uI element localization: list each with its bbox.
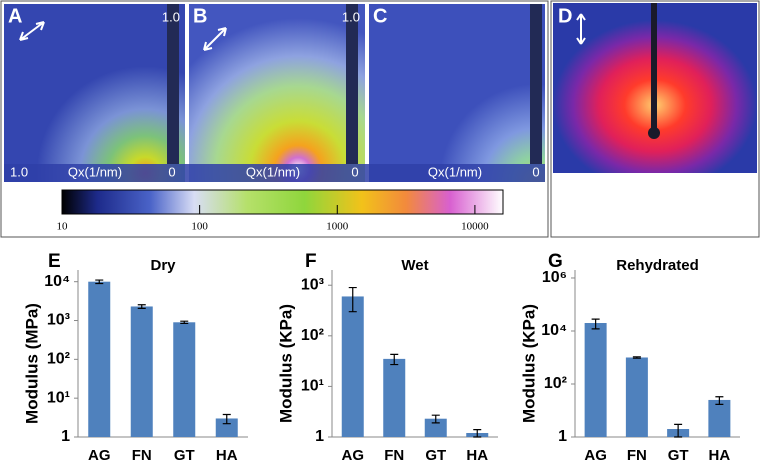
colorbar-label: 10000 [461,221,489,233]
y-tick-label: 1 [61,428,70,445]
panel-label: B [193,5,207,27]
error-bar [591,318,600,330]
y-tick-label: 10² [544,375,567,392]
y-tick-label: 10² [47,351,70,368]
top-label: 1.0 [342,9,360,24]
colorbar-label: 100 [191,221,208,233]
bar [88,281,111,437]
panel-label: A [8,5,22,27]
bar [383,358,406,437]
panel-label: D [558,5,572,27]
error-bar [95,279,104,285]
bar [584,323,607,437]
x-tick-label: GT [174,447,195,464]
error-bar [222,413,231,425]
left-label: 1.0 [10,164,28,179]
error-bar [632,356,641,359]
bar [215,418,238,437]
y-axis-label: Modulus (MPa) [22,303,41,424]
y-tick-label: 10³ [47,312,70,329]
error-bar [674,423,683,438]
x-tick-label: HA [709,447,731,464]
bar [173,322,196,437]
chart-title: Dry [150,257,176,274]
error-bar [715,396,724,405]
top-label: 1.0 [162,9,180,24]
y-tick-label: 10⁴ [541,322,567,339]
colorbar-label: 10 [57,221,69,233]
x-tick-label: AG [342,447,365,464]
error-bar [348,286,357,313]
axis-label: Qx(1/nm) [68,164,122,179]
y-tick-label: 10⁶ [542,269,567,286]
y-tick-label: 10¹ [301,378,324,395]
beamstop [530,4,542,164]
pattern-a [4,4,185,182]
right-label: 0 [168,164,175,179]
x-tick-label: FN [627,447,647,464]
error-bar [180,320,189,325]
chart-title: Rehydrated [616,257,699,274]
pattern-c [369,4,545,182]
y-tick-label: 10⁴ [44,273,70,290]
beamstop [648,127,660,139]
x-tick-label: AG [584,447,607,464]
y-tick-label: 10¹ [47,389,70,406]
pattern-b [189,4,365,182]
error-bar [473,429,482,438]
right-label: 0 [532,164,539,179]
axis-strip [4,164,545,182]
x-tick-label: FN [132,447,152,464]
bar [424,418,447,437]
panel-label: G [548,251,563,272]
x-tick-label: GT [425,447,446,464]
x-tick-label: GT [668,447,689,464]
error-bar [390,353,399,366]
y-tick-label: 10² [301,327,324,344]
panel-label: C [373,5,387,27]
beamstop [167,4,179,164]
bar [341,296,364,437]
y-axis-label: Modulus (KPa) [519,304,538,423]
chart-title: Wet [401,257,428,274]
y-tick-label: 1 [315,428,324,445]
y-axis-label: Modulus (KPa) [276,304,295,423]
panel-label: E [48,251,61,272]
x-tick-label: HA [466,447,488,464]
error-bar [431,414,440,424]
y-tick-label: 10³ [301,276,324,293]
bar [708,399,731,437]
colorbar-label: 1000 [326,221,349,233]
panel-label: F [305,251,317,272]
x-tick-label: HA [216,447,238,464]
axis-label: Qx(1/nm) [428,164,482,179]
y-tick-label: 1 [558,428,567,445]
colorbar [61,189,504,215]
beamstop [346,4,358,164]
error-bar [137,304,146,310]
axis-label: Qx(1/nm) [246,164,300,179]
arrows [19,13,586,51]
x-tick-label: FN [384,447,404,464]
beamstop [651,3,657,133]
right-label: 0 [351,164,358,179]
bar [130,306,153,437]
bar [625,357,648,437]
x-tick-label: AG [88,447,111,464]
